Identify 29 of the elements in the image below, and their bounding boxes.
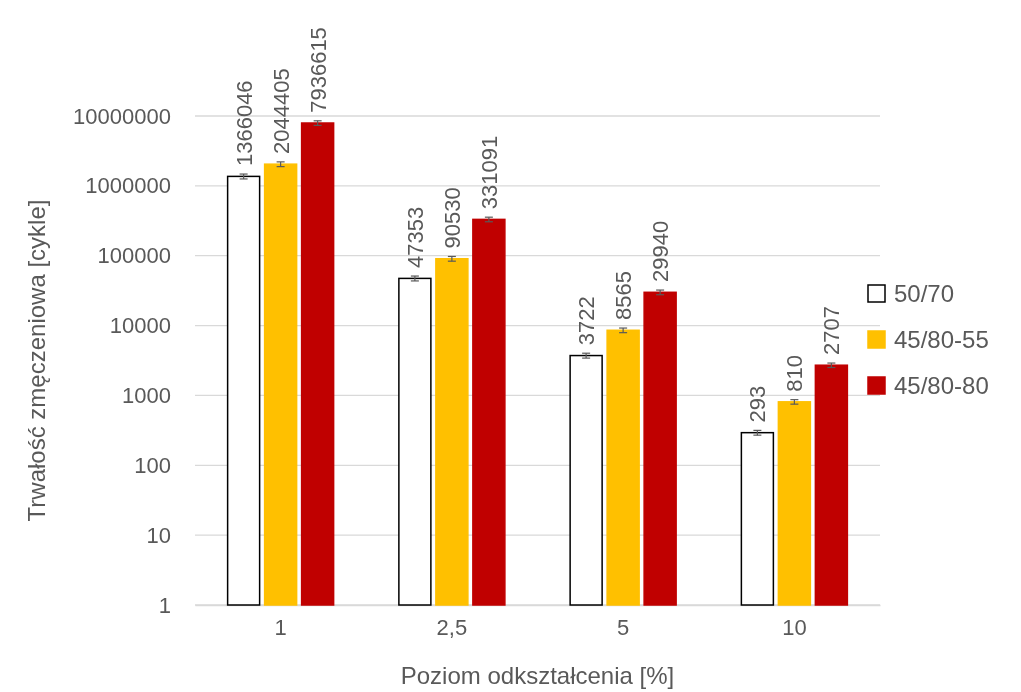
y-tick-label: 1000000 <box>85 173 171 199</box>
data-label: 331091 <box>476 135 502 210</box>
y-axis-title: Trwałość zmęczeniowa [cykle] <box>23 199 50 522</box>
y-tick-label: 1 <box>158 592 171 618</box>
data-label: 3722 <box>574 296 600 346</box>
data-label: 90530 <box>439 187 465 249</box>
data-label: 293 <box>745 385 771 423</box>
data-label: 47353 <box>402 206 428 269</box>
data-label: 2044405 <box>268 68 294 154</box>
data-label: 8565 <box>611 271 637 321</box>
x-axis-title: Poziom odkształcenia [%] <box>400 662 675 689</box>
y-tick-label: 10000 <box>109 313 171 339</box>
legend-label: 45/80-55 <box>894 326 989 353</box>
legend-label: 50/70 <box>894 280 955 307</box>
data-label: 7936615 <box>305 27 331 113</box>
y-tick-label: 100000 <box>97 243 171 269</box>
data-label: 810 <box>782 354 808 392</box>
x-tick-label: 5 <box>617 614 630 640</box>
data-label: 1366046 <box>231 80 257 167</box>
x-tick-label: 10 <box>782 614 807 640</box>
x-tick-label: 1 <box>274 614 287 640</box>
legend-label: 45/80-80 <box>894 372 989 399</box>
data-label: 29940 <box>648 220 674 283</box>
x-tick-label: 2,5 <box>436 614 468 640</box>
y-tick-label: 1000 <box>122 382 171 408</box>
y-tick-label: 10 <box>146 522 171 548</box>
data-label: 2707 <box>819 306 845 356</box>
y-tick-label: 100 <box>134 452 171 478</box>
y-tick-label: 10000000 <box>73 103 171 129</box>
